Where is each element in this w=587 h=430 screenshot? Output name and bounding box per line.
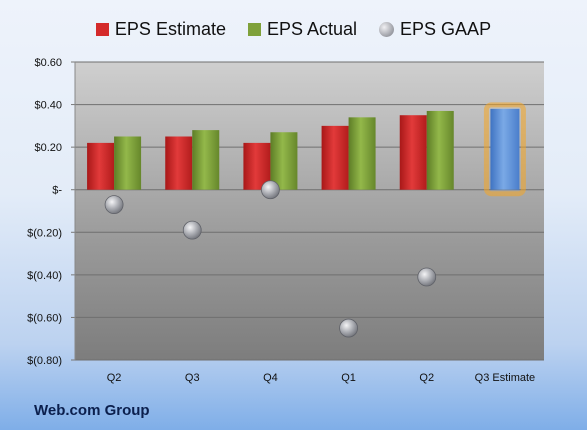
marker-eps-gaap <box>182 220 202 240</box>
legend-label-eps-actual: EPS Actual <box>266 18 358 39</box>
x-tick-label: Q1 <box>341 372 356 384</box>
legend-swatch-eps-gaap <box>379 21 395 37</box>
bar-eps-estimate <box>165 136 193 190</box>
bars <box>87 102 526 197</box>
company-name: Web.com Group <box>34 402 150 419</box>
legend-label-eps-estimate: EPS Estimate <box>114 18 226 39</box>
bar-eps-actual <box>426 110 454 190</box>
legend-item-eps-actual: EPS Actual <box>247 18 358 40</box>
legend-label-eps-gaap: EPS GAAP <box>400 18 492 39</box>
y-tick-label: $- <box>52 185 62 197</box>
bar-eps-estimate <box>87 142 115 190</box>
bar-eps-estimate <box>399 115 427 190</box>
gridlines <box>75 61 544 361</box>
bar-eps-estimate <box>321 125 349 190</box>
marker-eps-gaap <box>261 180 280 200</box>
y-tick-label: $(0.80) <box>27 355 62 367</box>
y-tick-label: $(0.60) <box>27 312 62 324</box>
x-axis: Q2 Q3 Q4 Q1 Q2 Q3 Estimate <box>107 372 535 384</box>
bar-eps-actual <box>192 130 220 190</box>
y-tick-label: $(0.20) <box>27 227 62 239</box>
legend-item-eps-estimate: EPS Estimate <box>95 18 226 40</box>
legend-swatch-eps-actual <box>247 22 261 36</box>
x-tick-label: Q3 <box>185 372 200 384</box>
plot-area <box>75 62 544 360</box>
bar-eps-actual <box>348 117 376 190</box>
x-tick-label: Q2 <box>107 372 122 384</box>
x-tick-label: Q4 <box>263 372 278 384</box>
legend-item-eps-gaap: EPS GAAP <box>379 19 491 40</box>
bar-q3-estimate-glow <box>483 102 526 197</box>
x-tick-label: Q2 <box>419 372 434 384</box>
legend: EPS Estimate EPS Actual EPS GAAP <box>0 14 587 44</box>
marker-eps-gaap <box>339 318 358 338</box>
legend-swatch-eps-estimate <box>95 22 109 36</box>
bar-eps-actual <box>270 132 298 190</box>
gaap-markers <box>104 180 437 338</box>
bar-eps-actual <box>114 136 142 190</box>
marker-eps-gaap <box>104 195 124 215</box>
y-axis: $0.60 $0.40 $0.20 $- $(0.20) $(0.40) $(0.60) $(… <box>27 57 76 367</box>
y-tick-label: $0.40 <box>34 100 62 112</box>
y-tick-label: $0.60 <box>34 57 62 69</box>
x-tick-label: Q3 Estimate <box>475 372 536 384</box>
y-tick-label: $0.20 <box>34 142 62 154</box>
y-tick-label: $(0.40) <box>27 270 62 282</box>
bar-q3-estimate <box>490 108 520 190</box>
marker-eps-gaap <box>417 267 437 287</box>
